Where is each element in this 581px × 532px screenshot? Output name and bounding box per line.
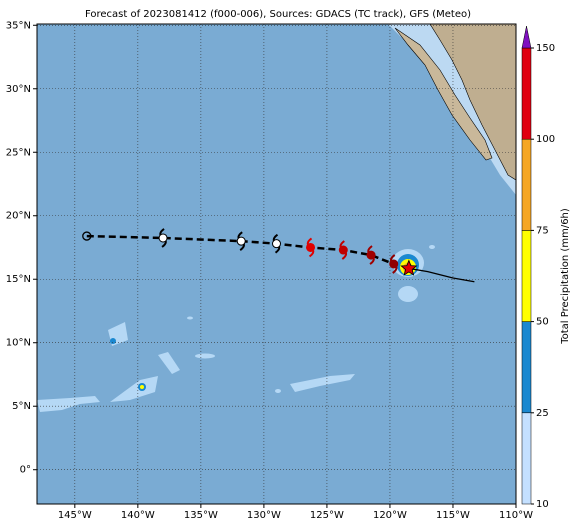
track-point <box>158 233 168 243</box>
y-tick-label: 25°N <box>6 147 31 158</box>
x-tick-label: 130°W <box>247 510 281 521</box>
track-point <box>272 239 281 249</box>
colorbar-tick-label: 75 <box>536 225 549 236</box>
colorbar: 10 25 50 75 100 150 Total Precipitation (mm/6h… <box>521 25 571 510</box>
ocean <box>37 24 516 504</box>
x-tick-label: 140°W <box>121 510 155 521</box>
precip-core <box>140 385 144 389</box>
colorbar-tick-label: 10 <box>536 499 549 510</box>
land <box>429 24 516 181</box>
track-point <box>306 242 316 252</box>
precip-core <box>110 338 116 344</box>
graticule <box>37 24 516 504</box>
track-point <box>366 250 376 260</box>
y-tick-label: 10°N <box>6 338 31 349</box>
current-position <box>400 259 418 276</box>
x-tick-label: 145°W <box>58 510 92 521</box>
track-point <box>82 231 92 241</box>
colorbar-tick-label: 150 <box>536 43 555 54</box>
y-tick-label: 20°N <box>6 211 31 222</box>
x-tick-label: 115°W <box>436 510 470 521</box>
forecast-line <box>408 267 475 283</box>
colorbar-segment <box>521 321 532 414</box>
colorbar-segment <box>521 412 532 505</box>
y-tick-label: 30°N <box>6 84 31 95</box>
x-tick-label: 120°W <box>373 510 407 521</box>
colorbar-segment <box>521 47 532 140</box>
colorbar-tick-label: 50 <box>536 317 549 328</box>
colorbar-segment <box>521 138 532 231</box>
track-line <box>86 234 395 266</box>
y-tick-label: 0° <box>20 465 31 476</box>
y-tick-label: 5°N <box>12 401 31 412</box>
map-layer <box>37 24 516 504</box>
x-tick-label: 135°W <box>184 510 218 521</box>
y-tick-label: 15°N <box>6 274 31 285</box>
x-tick-label: 110°W <box>499 510 533 521</box>
map-frame <box>36 23 517 505</box>
track-point <box>338 245 348 255</box>
colorbar-extend <box>521 25 532 49</box>
track-point <box>389 259 399 269</box>
track-point <box>236 236 246 246</box>
colorbar-tick-label: 100 <box>536 134 555 145</box>
colorbar-segment <box>521 230 532 322</box>
y-tick-label: 35°N <box>6 20 31 31</box>
track <box>82 228 475 283</box>
x-tick-label: 125°W <box>310 510 344 521</box>
colorbar-tick-label: 25 <box>536 408 549 419</box>
colorbar-label: Total Precipitation (mm/6h) <box>560 208 571 345</box>
map-title: Forecast of 2023081412 (f000-006), Sourc… <box>85 9 471 20</box>
land <box>394 27 493 161</box>
